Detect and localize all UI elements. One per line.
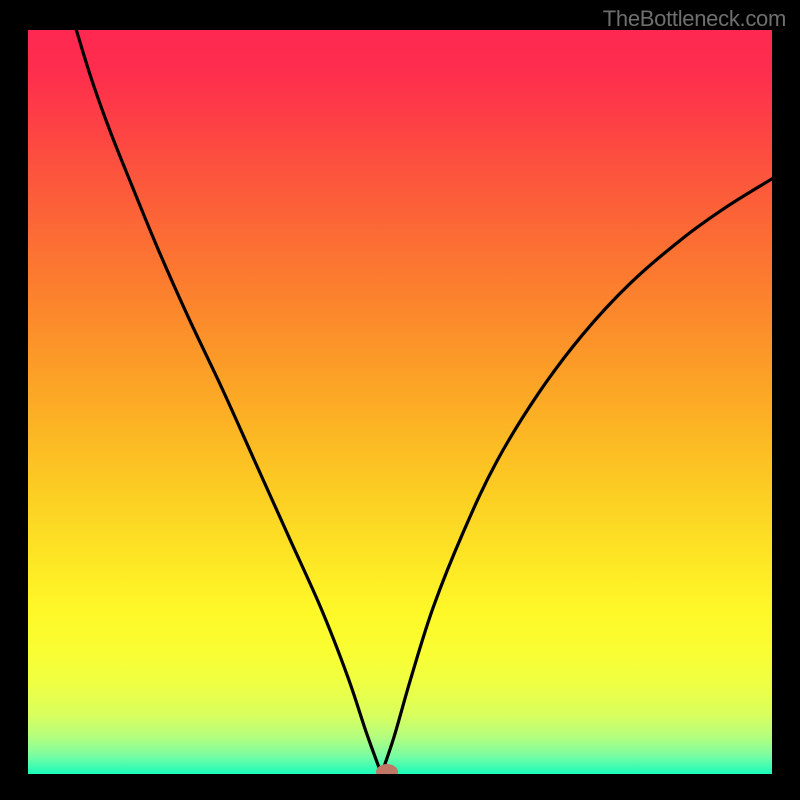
- plot-area: [28, 30, 772, 774]
- curve-right-branch: [381, 179, 772, 774]
- bottleneck-curve: [28, 30, 772, 774]
- watermark-text: TheBottleneck.com: [603, 6, 786, 32]
- optimal-point-marker: [376, 764, 398, 774]
- curve-left-branch: [76, 30, 381, 774]
